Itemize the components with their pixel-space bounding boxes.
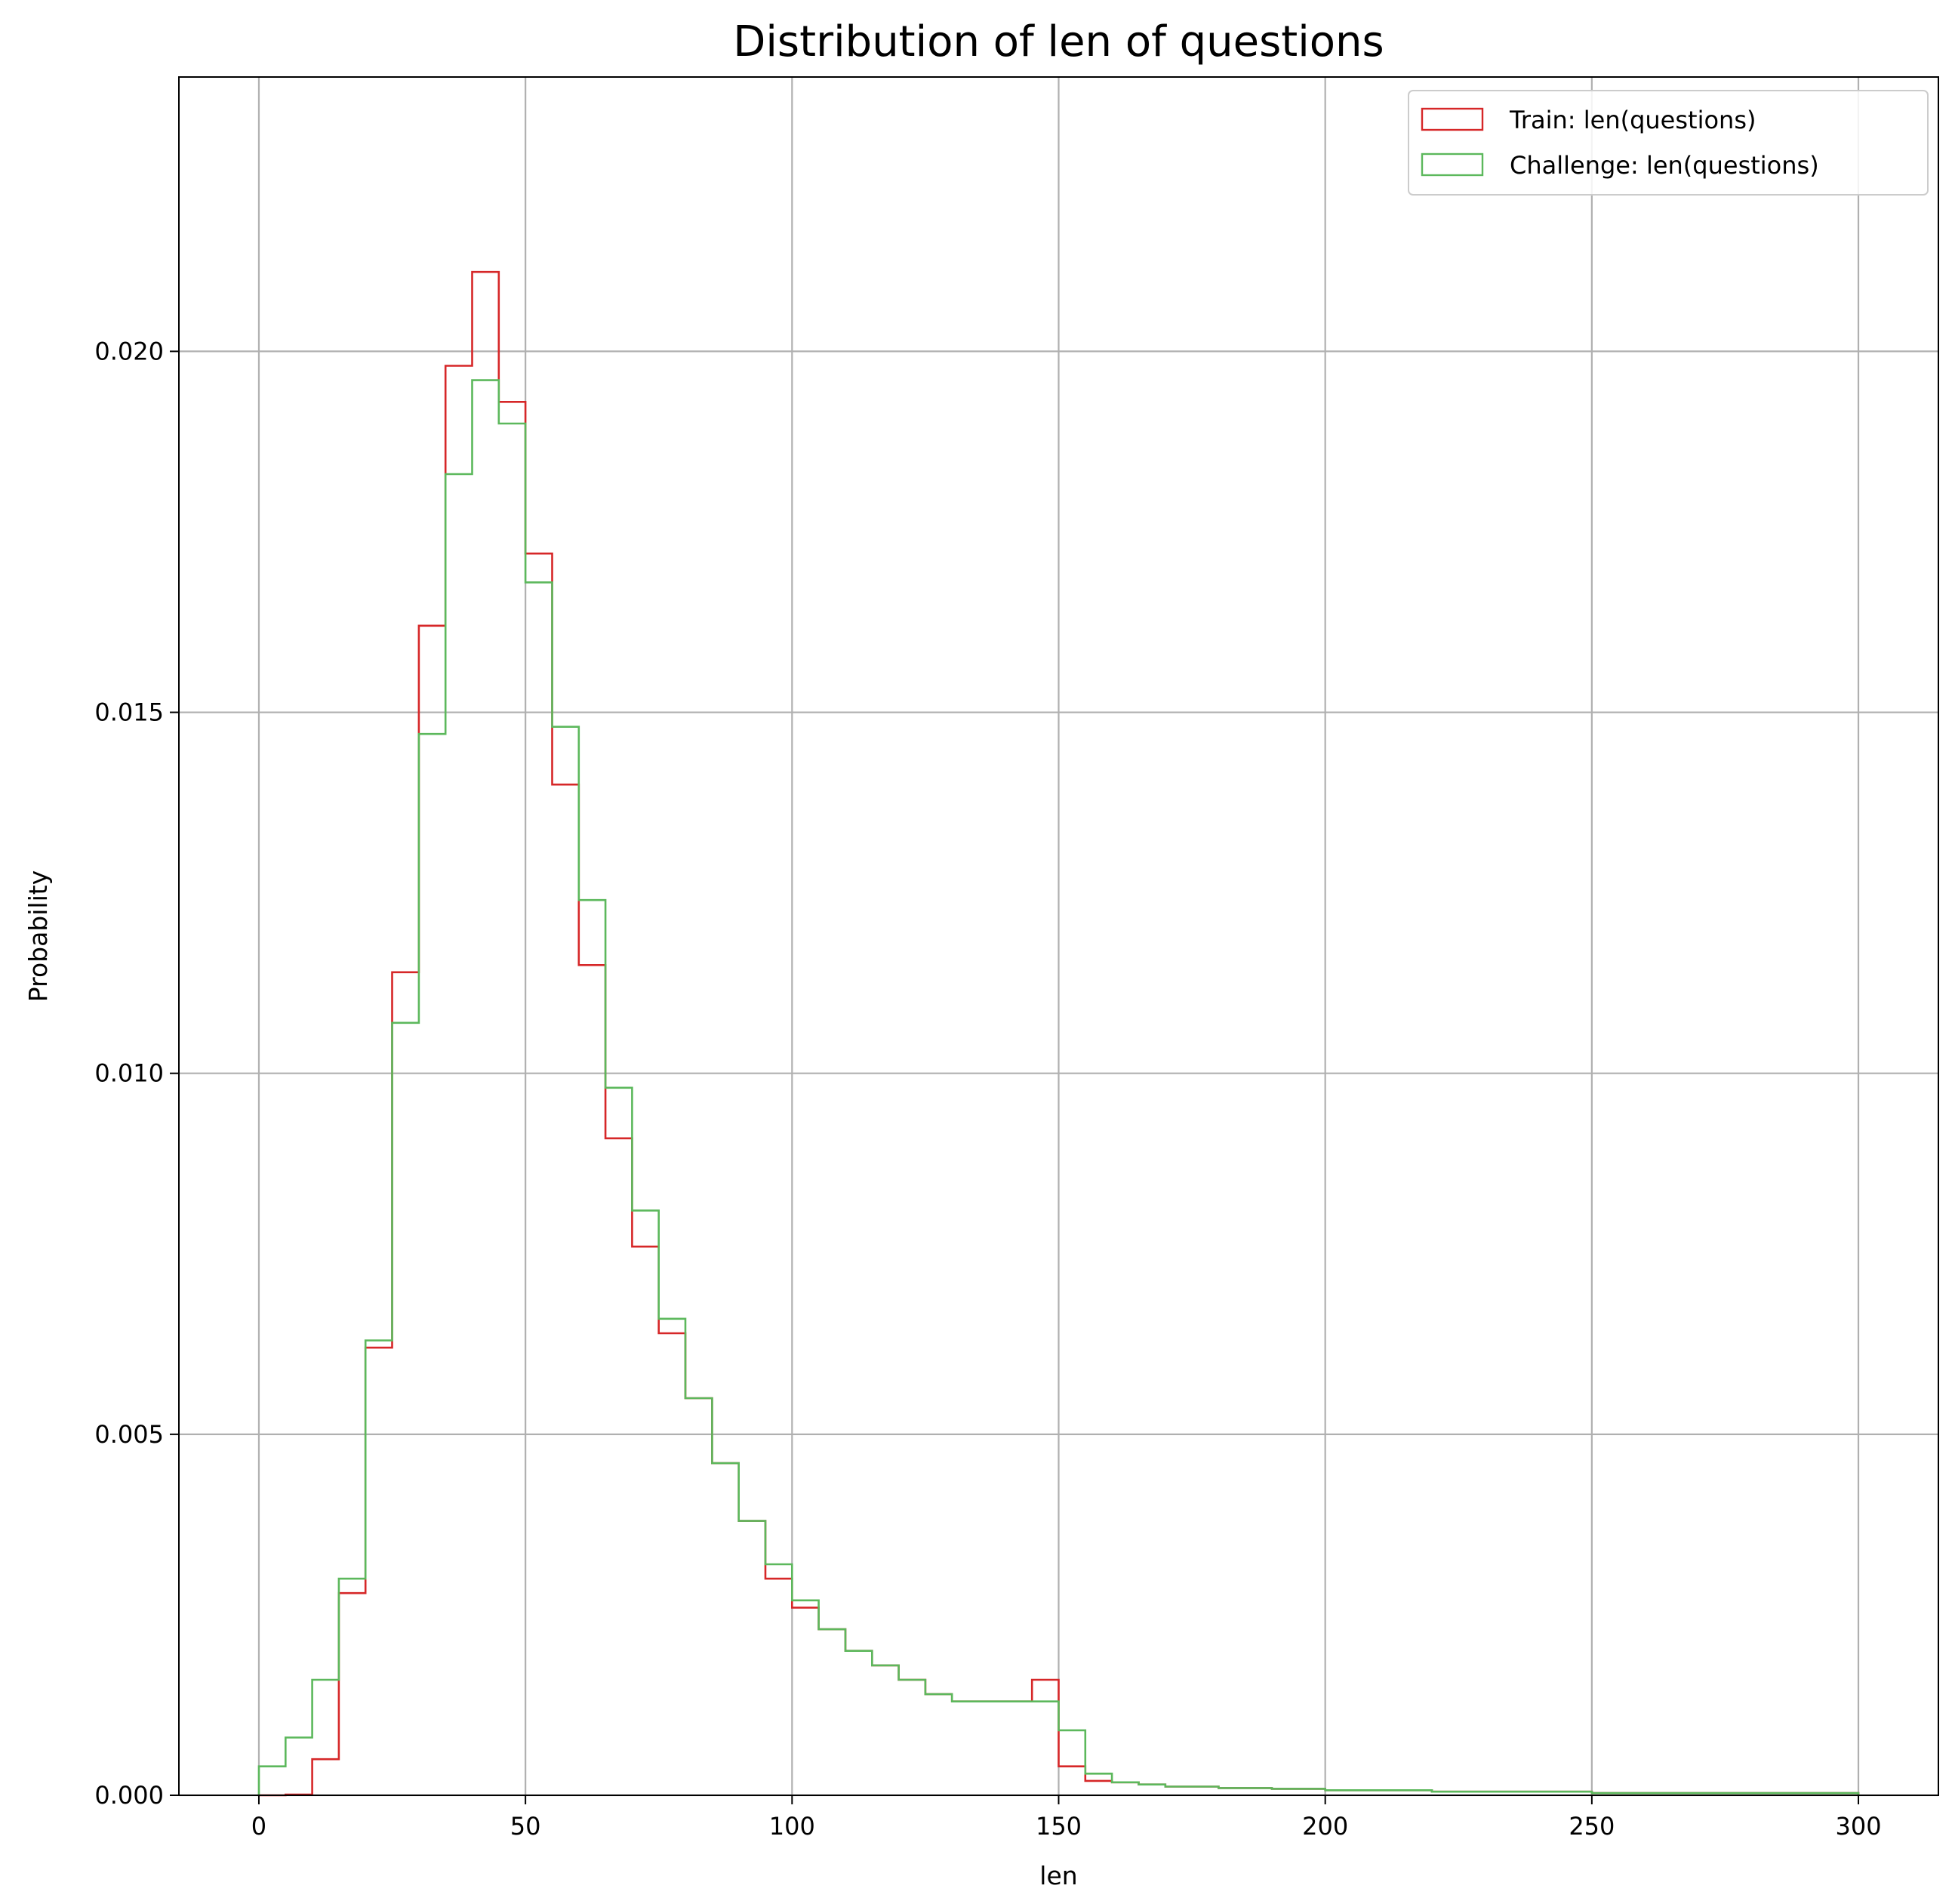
- legend-box: [1408, 90, 1929, 196]
- legend-label-train: Train: len(questions): [1509, 106, 1756, 134]
- challenge-histogram-series: [257, 379, 1860, 1795]
- y-axis-ticks: 0.000 0.005 0.010 0.015 0.020: [94, 337, 179, 1810]
- legend-swatch-train: [1421, 107, 1484, 131]
- legend: Train: len(questions) Challenge: len(que…: [1408, 90, 1929, 196]
- x-tick-label: 200: [1302, 1812, 1348, 1841]
- histogram-series: [257, 270, 1860, 1797]
- legend-swatch-challenge: [1421, 153, 1484, 177]
- x-axis-label: len: [1039, 1861, 1077, 1890]
- x-tick-label: 100: [769, 1812, 815, 1841]
- x-tick-label: 50: [510, 1812, 541, 1841]
- y-tick-label: 0.010: [94, 1059, 164, 1088]
- y-tick-label: 0.015: [94, 698, 164, 727]
- x-tick-label: 150: [1036, 1812, 1082, 1841]
- y-tick-label: 0.005: [94, 1420, 164, 1449]
- x-tick-label: 0: [251, 1812, 266, 1841]
- chart-title: Distribution of len of questions: [733, 17, 1384, 66]
- legend-label-challenge: Challenge: len(questions): [1510, 151, 1819, 180]
- x-axis-ticks: 0 50 100 150 200 250 300: [251, 1795, 1882, 1841]
- y-tick-label: 0.020: [94, 337, 164, 365]
- x-tick-label: 250: [1569, 1812, 1615, 1841]
- y-axis-label: Probability: [23, 870, 53, 1002]
- y-tick-label: 0.000: [94, 1781, 164, 1810]
- x-tick-label: 300: [1836, 1812, 1882, 1841]
